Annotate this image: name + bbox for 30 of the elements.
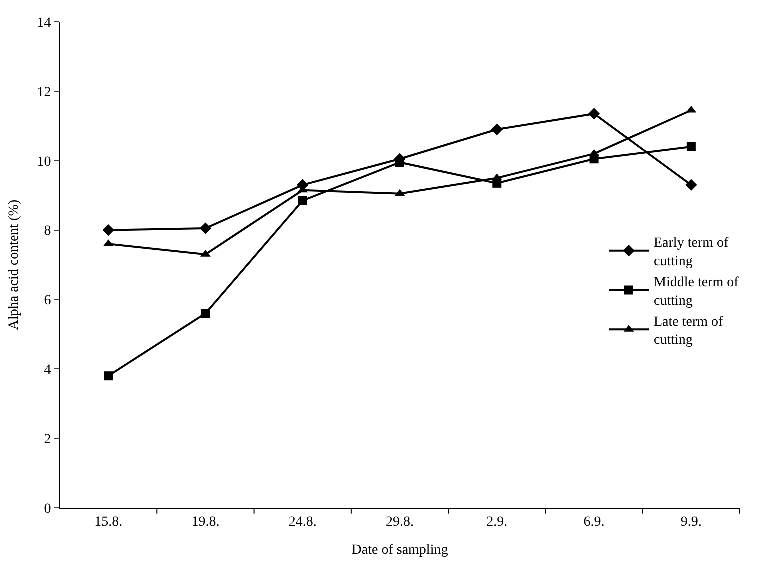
y-tick-label: 14	[37, 16, 52, 31]
point	[104, 372, 114, 381]
y-axis-title: Alpha acid content (%)	[6, 200, 22, 330]
x-tick-label: 29.8.	[386, 514, 414, 530]
x-tick-label: 15.8.	[94, 514, 123, 530]
point	[588, 108, 600, 120]
y-tick-label: 6	[44, 294, 52, 309]
point	[200, 222, 212, 234]
legend-label: Early term of cutting	[654, 236, 729, 270]
point	[686, 142, 696, 152]
point	[491, 124, 503, 136]
point	[298, 196, 308, 206]
y-tick-label: 4	[44, 363, 52, 378]
x-tick-label: 19.8.	[192, 514, 220, 530]
point	[589, 149, 600, 156]
x-tick-label: 24.8.	[288, 514, 317, 530]
y-tick-label: 10	[37, 154, 52, 170]
y-tick-label: 12	[37, 85, 52, 100]
legend-label: Middle term of cutting	[654, 276, 740, 309]
y-tick-label: 2	[44, 432, 52, 448]
legend-label: Late term of cutting	[654, 314, 724, 348]
x-tick-label: 2.9.	[486, 514, 508, 530]
y-tick-label: 0	[44, 502, 52, 517]
x-tick-label: 9.9.	[680, 514, 702, 530]
x-tick-label: 6.9.	[584, 514, 605, 530]
point	[201, 309, 210, 318]
point	[686, 179, 698, 192]
point	[102, 224, 114, 236]
x-axis-title: Date of sampling	[352, 543, 448, 558]
y-tick-label: 8	[44, 224, 52, 240]
